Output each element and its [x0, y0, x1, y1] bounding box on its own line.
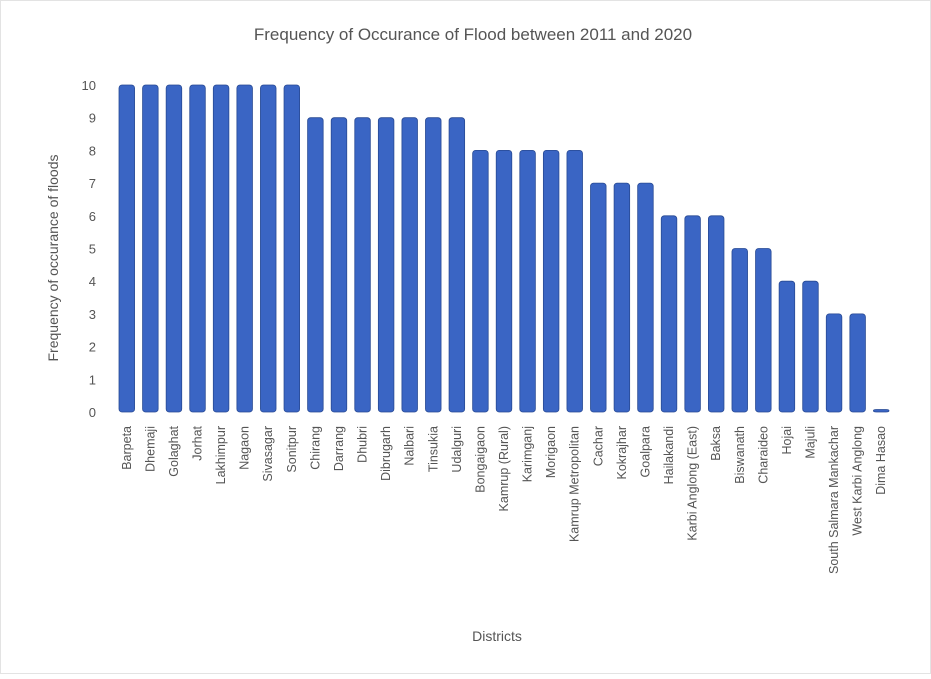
- bar-barpeta: [118, 84, 135, 413]
- y-tick-label: 3: [89, 307, 96, 322]
- x-tick-label: Chirang: [308, 426, 322, 470]
- bar-chirang: [307, 117, 324, 413]
- y-axis-label: Frequency of occurance of floods: [45, 154, 61, 361]
- x-axis-label: Districts: [472, 628, 522, 644]
- bar-darrang: [330, 117, 348, 413]
- y-axis-ticks: 0 1 2 3 4 5 6 7 8 9 10: [82, 78, 96, 420]
- x-tick-label: Morigaon: [544, 426, 558, 478]
- bar-tinsukia: [425, 117, 442, 413]
- x-tick-label: Sonitpur: [285, 426, 299, 473]
- x-tick-label: Majuli: [803, 426, 817, 459]
- x-tick-label: West Karbi Anglong: [851, 426, 865, 536]
- bar-hailakandi: [660, 215, 678, 413]
- x-tick-label: Dibrugarh: [379, 426, 393, 481]
- chart-title: Frequency of Occurance of Flood between …: [254, 25, 692, 44]
- x-tick-label: South Salmara Mankachar: [827, 426, 841, 574]
- x-tick-label: Charaideo: [756, 426, 770, 484]
- bar-lakhimpur: [212, 84, 230, 413]
- y-tick-label: 9: [89, 111, 96, 126]
- bar-nagaon: [236, 84, 253, 413]
- x-tick-label: Tinsukia: [426, 426, 440, 472]
- bars-group: [118, 84, 890, 413]
- bar-biswanath: [731, 248, 748, 413]
- x-tick-label: Dhemaji: [143, 426, 157, 472]
- bar-udalguri: [448, 117, 466, 413]
- bar-bongaigaon: [472, 149, 489, 413]
- bar-dhemaji: [142, 84, 159, 413]
- bar-west-karbi-anglong: [849, 313, 866, 413]
- bar-cachar: [590, 182, 607, 413]
- x-tick-label: Darrang: [332, 426, 346, 471]
- bar-dibrugarh: [377, 117, 395, 413]
- x-tick-label: Baksa: [709, 426, 723, 461]
- x-tick-label: Hailakandi: [662, 426, 676, 484]
- bar-majuli: [802, 280, 819, 413]
- x-axis-ticks: Barpeta Dhemaji Golaghat Jorhat Lakhimpur Nag…: [120, 425, 888, 574]
- x-tick-label: Kokrajhar: [615, 426, 629, 480]
- y-tick-label: 10: [82, 78, 96, 93]
- x-tick-label: Jorhat: [191, 425, 205, 460]
- x-tick-label: Kamrup (Rural): [497, 426, 511, 511]
- bar-dhubri: [354, 117, 371, 413]
- x-tick-label: Goalpara: [638, 426, 652, 477]
- bar-morigaon: [542, 149, 560, 413]
- bar-sonitpur: [283, 84, 301, 413]
- x-tick-label: Bongaigaon: [473, 426, 487, 493]
- y-tick-label: 8: [89, 143, 96, 158]
- x-tick-label: Hojai: [780, 426, 794, 455]
- bar-karbi-anglong-east: [684, 215, 701, 413]
- y-tick-label: 4: [89, 274, 96, 289]
- bar-golaghat: [165, 84, 183, 413]
- x-tick-label: Barpeta: [120, 426, 134, 470]
- bar-jorhat: [189, 84, 206, 413]
- y-tick-label: 7: [89, 176, 96, 191]
- bar-south-salmara-mankachar: [825, 313, 843, 413]
- x-tick-label: Karimganj: [521, 426, 535, 482]
- x-tick-label: Golaghat: [167, 425, 181, 476]
- y-tick-label: 0: [89, 405, 96, 420]
- y-tick-label: 6: [89, 209, 96, 224]
- bar-baksa: [708, 215, 725, 413]
- bar-nalbari: [401, 117, 418, 413]
- x-tick-label: Biswanath: [733, 426, 747, 484]
- x-tick-label: Dima Hasao: [874, 426, 888, 495]
- bar-sivasagar: [260, 84, 277, 413]
- x-tick-label: Sivasagar: [261, 426, 275, 482]
- x-tick-label: Udalguri: [450, 426, 464, 473]
- bar-kamrup-rural: [495, 149, 513, 413]
- x-tick-label: Dhubri: [356, 426, 370, 463]
- bar-karimganj: [519, 149, 536, 413]
- x-tick-label: Cachar: [591, 426, 605, 466]
- bar-dima-hasao: [873, 409, 890, 413]
- bar-charaideo: [755, 248, 772, 413]
- bar-kamrup-metropolitan: [566, 149, 583, 413]
- bar-hojai: [778, 280, 796, 413]
- y-tick-label: 5: [89, 242, 96, 257]
- y-tick-label: 2: [89, 340, 96, 355]
- x-tick-label: Lakhimpur: [214, 426, 228, 484]
- x-tick-label: Kamrup Metropolitan: [568, 426, 582, 542]
- x-tick-label: Nalbari: [403, 426, 417, 466]
- x-tick-label: Nagaon: [238, 426, 252, 470]
- y-tick-label: 1: [89, 372, 96, 387]
- bar-goalpara: [637, 182, 654, 413]
- x-tick-label: Karbi Anglong (East): [686, 426, 700, 541]
- bar-kokrajhar: [613, 182, 631, 413]
